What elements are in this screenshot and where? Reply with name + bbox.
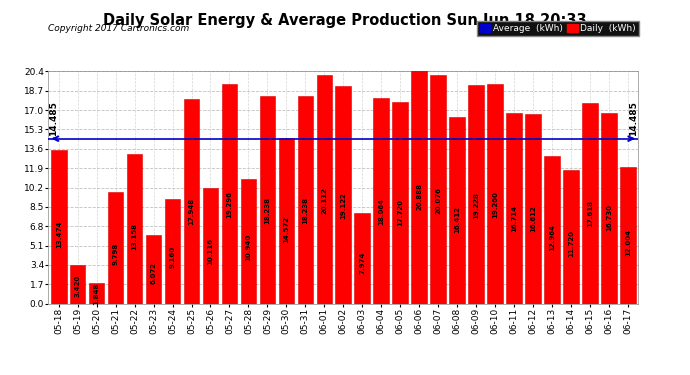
Text: 18.064: 18.064 [378, 198, 384, 225]
Bar [297, 96, 313, 304]
Text: 20.888: 20.888 [416, 183, 422, 210]
Bar [431, 75, 446, 304]
Bar [411, 66, 427, 304]
Text: 16.730: 16.730 [606, 204, 612, 231]
Text: 12.004: 12.004 [625, 229, 631, 256]
Bar [89, 283, 104, 304]
Text: 10.116: 10.116 [208, 238, 213, 266]
Bar [165, 200, 180, 304]
Text: 20.076: 20.076 [435, 188, 441, 214]
Bar [241, 179, 256, 304]
Text: 13.474: 13.474 [56, 221, 61, 248]
Bar [51, 150, 66, 304]
Text: 12.964: 12.964 [549, 224, 555, 251]
Bar [469, 85, 484, 304]
Text: 14.572: 14.572 [284, 216, 289, 243]
Text: 9.160: 9.160 [170, 246, 175, 268]
Text: 11.720: 11.720 [568, 230, 574, 257]
Bar [279, 138, 294, 304]
Bar [127, 154, 142, 304]
Text: Copyright 2017 Cartronics.com: Copyright 2017 Cartronics.com [48, 24, 190, 33]
Bar [146, 234, 161, 304]
Bar [259, 96, 275, 304]
Text: 19.122: 19.122 [340, 192, 346, 219]
Text: 13.158: 13.158 [132, 223, 137, 250]
Bar [601, 113, 617, 304]
Text: 18.238: 18.238 [302, 197, 308, 224]
Bar [487, 84, 503, 304]
Text: 16.612: 16.612 [530, 205, 536, 232]
Bar [184, 99, 199, 304]
Text: 10.940: 10.940 [246, 234, 251, 261]
Bar [506, 113, 522, 304]
Text: 19.228: 19.228 [473, 192, 479, 219]
Bar [317, 75, 332, 304]
Bar [221, 84, 237, 304]
Bar [70, 265, 86, 304]
Text: Daily Solar Energy & Average Production Sun Jun 18 20:33: Daily Solar Energy & Average Production … [104, 13, 586, 28]
Bar [563, 170, 579, 304]
Bar [203, 189, 218, 304]
Text: 16.412: 16.412 [454, 206, 460, 233]
Bar [335, 86, 351, 304]
Text: 14.485: 14.485 [629, 101, 638, 136]
Text: 20.112: 20.112 [322, 187, 327, 214]
Text: 19.296: 19.296 [226, 191, 233, 218]
Legend: Average  (kWh), Daily  (kWh): Average (kWh), Daily (kWh) [477, 21, 639, 36]
Text: 14.485: 14.485 [49, 101, 58, 136]
Bar [525, 114, 541, 304]
Text: 17.948: 17.948 [188, 198, 195, 225]
Text: 9.798: 9.798 [112, 242, 119, 265]
Text: 16.714: 16.714 [511, 204, 517, 232]
Text: 19.260: 19.260 [492, 192, 498, 218]
Text: 18.238: 18.238 [264, 197, 270, 224]
Text: 17.618: 17.618 [587, 200, 593, 227]
Bar [544, 156, 560, 304]
Text: 17.720: 17.720 [397, 200, 403, 226]
Text: 1.848: 1.848 [94, 283, 99, 306]
Bar [373, 98, 389, 304]
Text: 3.420: 3.420 [75, 275, 81, 297]
Bar [108, 192, 124, 304]
Bar [355, 213, 370, 304]
Bar [582, 103, 598, 304]
Bar [449, 117, 465, 304]
Bar [620, 167, 635, 304]
Text: 6.072: 6.072 [150, 262, 157, 284]
Bar [393, 102, 408, 304]
Text: 7.974: 7.974 [359, 252, 365, 274]
